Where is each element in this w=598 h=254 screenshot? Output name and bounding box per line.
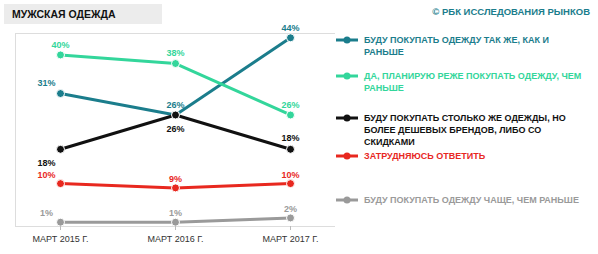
svg-text:26%: 26% xyxy=(281,100,299,110)
svg-text:10%: 10% xyxy=(37,169,55,179)
svg-text:10%: 10% xyxy=(281,169,299,179)
svg-text:9%: 9% xyxy=(169,174,182,184)
html-text:МУЖСКАЯ ОДЕЖДА: МУЖСКАЯ ОДЕЖДА xyxy=(12,8,116,20)
svg-text:44%: 44% xyxy=(281,23,299,33)
svg-text:1%: 1% xyxy=(169,208,182,218)
svg-text:МАРТ 2017 Г.: МАРТ 2017 Г. xyxy=(263,234,319,244)
svg-text:26%: 26% xyxy=(166,100,184,110)
svg-text:18%: 18% xyxy=(281,133,299,143)
svg-text:МАРТ 2016 Г.: МАРТ 2016 Г. xyxy=(148,234,204,244)
html-text:ДА, ПЛАНИРУЮ РЕЖЕ ПОКУПАТЬ ОДЕ: ДА, ПЛАНИРУЮ РЕЖЕ ПОКУПАТЬ ОДЕЖДУ, ЧЕМ Р… xyxy=(364,71,582,93)
svg-text:40%: 40% xyxy=(51,40,69,50)
html-text:© РБК ИССЛЕДОВАНИЯ РЫНКОВ: © РБК ИССЛЕДОВАНИЯ РЫНКОВ xyxy=(432,6,590,17)
html-text:БУДУ ПОКУПАТЬ ОДЕЖДУ ТАК ЖЕ, К: БУДУ ПОКУПАТЬ ОДЕЖДУ ТАК ЖЕ, КАК И РАНЬШ… xyxy=(364,35,549,57)
svg-text:26%: 26% xyxy=(166,124,184,134)
svg-text:МАРТ 2015 Г.: МАРТ 2015 Г. xyxy=(33,234,89,244)
html-text:ЗАТРУДНЯЮСЬ ОТВЕТИТЬ: ЗАТРУДНЯЮСЬ ОТВЕТИТЬ xyxy=(364,151,486,161)
svg-text:31%: 31% xyxy=(37,78,55,88)
svg-text:38%: 38% xyxy=(166,48,184,58)
svg-text:1%: 1% xyxy=(40,208,53,218)
svg-text:2%: 2% xyxy=(284,204,297,214)
svg-text:18%: 18% xyxy=(37,158,55,168)
html-text:БУДУ ПОКУПАТЬ ОДЕЖДУ ЧАЩЕ, ЧЕМ: БУДУ ПОКУПАТЬ ОДЕЖДУ ЧАЩЕ, ЧЕМ РАНЬШЕ xyxy=(364,195,579,205)
html-text:БУДУ ПОКУПАТЬ СТОЛЬКО ЖЕ ОДЕЖД: БУДУ ПОКУПАТЬ СТОЛЬКО ЖЕ ОДЕЖДЫ, НО БОЛЕ… xyxy=(364,113,566,147)
